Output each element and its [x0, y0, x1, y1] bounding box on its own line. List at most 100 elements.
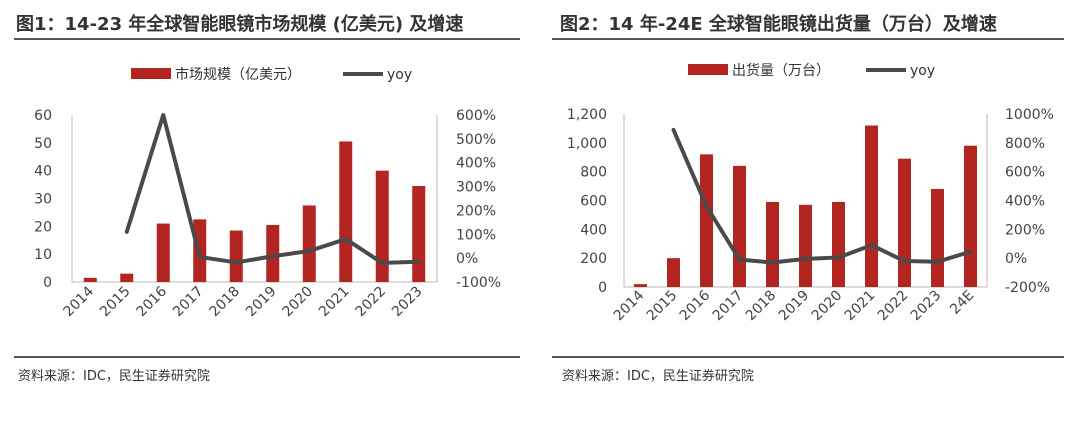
chart2-top-rule	[552, 38, 1064, 40]
chart1-yoy-point	[199, 256, 201, 258]
chart1-yoy-point	[308, 250, 310, 252]
chart1-yoy-point	[381, 262, 383, 264]
chart2-yoy-point	[871, 244, 872, 246]
chart2-bar	[733, 165, 746, 287]
chart1-category-label: 2022	[353, 284, 390, 321]
chart2-bar	[964, 145, 977, 287]
chart2-bottom-rule	[552, 356, 1064, 358]
chart1-title: 图1：14-23 年全球智能眼镜市场规模 (亿美元) 及增速	[16, 14, 464, 35]
chart2-legend-bar-swatch	[688, 64, 728, 75]
chart2-right-tick-label: 0%	[1005, 251, 1027, 267]
chart1-source: 资料来源：IDC，民生证券研究院	[18, 369, 210, 384]
chart1-left-tick-label: 10	[34, 247, 52, 263]
chart1-left-tick-label: 60	[34, 108, 52, 124]
chart2-legend-line-label: yoy	[910, 63, 935, 79]
chart2-right-tick-label: 600%	[1005, 165, 1045, 181]
chart2-category-label: 2019	[776, 288, 813, 325]
chart1-right-tick-label: 600%	[456, 108, 496, 124]
chart2-category-label: 2023	[908, 288, 945, 325]
chart1-bar	[375, 170, 389, 282]
chart1-category-label: 2015	[97, 284, 134, 321]
chart1-category-label: 2020	[280, 284, 317, 321]
chart2-left-tick-label: 1,000	[567, 136, 607, 152]
chart2-category-label: 24E	[947, 288, 977, 318]
chart2-category-label: 2018	[743, 288, 780, 325]
chart2-category-label: 2021	[842, 288, 879, 325]
chart2-left-tick-label: 400	[580, 222, 607, 238]
chart2-right-tick-label: 800%	[1005, 136, 1045, 152]
chart1-bar	[266, 224, 280, 282]
chart2-right-tick-label: 400%	[1005, 194, 1045, 210]
chart1-bar	[156, 223, 170, 282]
chart2-yoy-point	[739, 259, 740, 261]
chart2-yoy-point	[673, 129, 674, 131]
chart2-bar	[700, 154, 713, 287]
chart2-category-label: 2016	[677, 287, 714, 324]
chart1-right-tick-label: 400%	[456, 156, 496, 172]
chart1-bar	[83, 277, 97, 282]
chart2-bar	[634, 284, 647, 287]
chart1-category-label: 2016	[134, 283, 171, 320]
chart1-legend-bar-label: 市场规模（亿美元）	[175, 66, 301, 83]
chart1-category-label: 2017	[170, 284, 207, 321]
chart2-title: 图2：14 年-24E 全球智能眼镜出货量（万台）及增速	[560, 14, 997, 35]
chart1-category-label: 2018	[207, 284, 244, 321]
chart2-yoy-point	[904, 260, 905, 262]
chart2-bar	[898, 158, 911, 287]
chart1-legend-line-label: yoy	[387, 67, 412, 83]
chart2-left-tick-label: 1,200	[567, 107, 607, 123]
chart2-left-tick-label: 200	[580, 251, 607, 267]
chart1-right-tick-label: 200%	[456, 203, 496, 219]
chart2-yoy-point	[937, 261, 938, 263]
chart1-right-tick-label: 0%	[456, 251, 478, 267]
chart1-left-tick-label: 0	[43, 275, 52, 291]
chart1-yoy-point	[235, 261, 237, 263]
chart1-yoy-point	[162, 114, 164, 116]
chart1-category-label: 2014	[61, 283, 98, 320]
chart2-bar	[799, 204, 812, 287]
chart2-right-tick-label: 200%	[1005, 222, 1045, 238]
chart2-yoy-point	[772, 261, 773, 263]
chart2-yoy-point	[838, 256, 839, 258]
chart2-left-tick-label: 0	[598, 280, 607, 296]
chart2-bar	[865, 125, 878, 288]
chart1-legend-bar-swatch	[131, 68, 171, 79]
chart1-left-tick-label: 50	[34, 136, 52, 152]
chart1-yoy-point	[272, 255, 274, 257]
chart1-category-label: 2023	[389, 284, 426, 321]
chart2-yoy-point	[970, 251, 971, 253]
chart1-bar	[229, 230, 243, 282]
chart2-right-tick-label: 1000%	[1005, 107, 1054, 123]
chart1-yoy-point	[418, 261, 420, 263]
chart2-bar	[931, 188, 944, 287]
chart2-left-tick-label: 600	[580, 194, 607, 210]
chart2-legend-bar-label: 出货量（万台）	[732, 62, 830, 79]
chart1-bar	[339, 141, 353, 282]
chart2-right-tick-label: -200%	[1005, 280, 1050, 296]
chart2-bar	[667, 258, 680, 287]
chart2-bar	[766, 201, 779, 287]
chart1-right-tick-label: 500%	[456, 132, 496, 148]
chart2-category-label: 2017	[710, 288, 747, 325]
chart1-yoy-point	[126, 231, 128, 233]
chart1-bar	[302, 205, 316, 282]
chart1-right-tick-label: 300%	[456, 180, 496, 196]
chart1-left-tick-label: 30	[34, 192, 52, 208]
chart1-yoy-point	[345, 238, 347, 240]
chart1-bar	[412, 185, 426, 282]
chart2-yoy-line	[671, 127, 973, 265]
chart1-category-label: 2019	[243, 284, 280, 321]
chart2-category-label: 2022	[875, 288, 912, 325]
chart2-bar	[832, 201, 845, 287]
chart1-left-tick-label: 20	[34, 219, 52, 235]
chart2-yoy-point	[805, 258, 806, 260]
chart1-right-tick-label: 100%	[456, 227, 496, 243]
chart2-left-tick-label: 800	[580, 165, 607, 181]
chart1-right-tick-label: -100%	[456, 275, 501, 291]
chart1-left-tick-label: 40	[34, 164, 52, 180]
chart1-category-label: 2021	[316, 284, 353, 321]
chart2-yoy-point	[706, 205, 707, 207]
chart2-source: 资料来源：IDC，民生证券研究院	[562, 369, 754, 384]
chart2-category-label: 2020	[809, 288, 846, 325]
